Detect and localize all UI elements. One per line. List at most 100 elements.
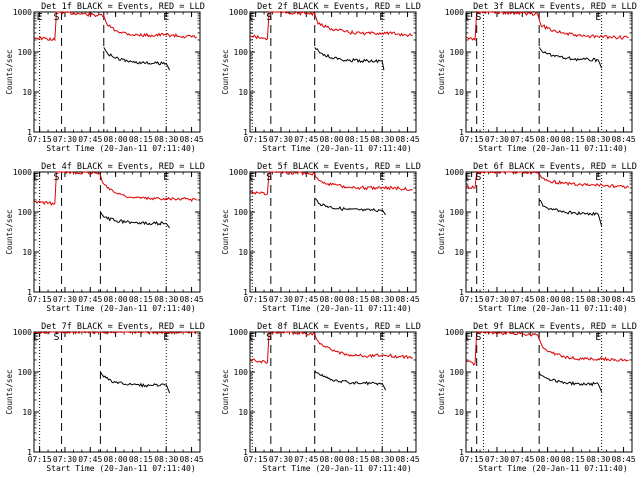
x-tick-label: 07:15 [28, 135, 52, 144]
x-tick-label: 07:15 [28, 455, 52, 464]
y-tick-label: 1000 [13, 328, 32, 337]
x-tick-label: 07:30 [485, 295, 509, 304]
panel-title: Det 1f BLACK = Events, RED = LLD [41, 2, 205, 12]
x-tick-label: 08:15 [561, 455, 585, 464]
x-axis-label: Start Time (20-Jan-11 07:11:40) [478, 304, 627, 313]
event-marker: E [163, 12, 169, 23]
event-marker: E [379, 12, 385, 23]
x-axis-label: Start Time (20-Jan-11 07:11:40) [46, 304, 195, 313]
events-series-line [314, 47, 385, 71]
plot-frame [465, 171, 633, 293]
x-tick-label: 08:45 [396, 295, 420, 304]
events-series-line [539, 199, 603, 227]
y-tick-label: 1 [459, 448, 464, 457]
x-tick-label: 08:15 [129, 295, 153, 304]
x-tick-label: 07:15 [460, 295, 484, 304]
event-marker: E [595, 332, 601, 343]
y-tick-label: 100 [18, 368, 33, 377]
y-axis-label: Counts/sec [221, 209, 230, 254]
x-tick-label: 08:00 [104, 295, 128, 304]
x-tick-label: 07:15 [244, 135, 268, 144]
plot-frame [465, 11, 633, 133]
x-tick-label: 08:00 [536, 455, 560, 464]
x-axis-label: Start Time (20-Jan-11 07:11:40) [262, 144, 411, 153]
panel-title: Det 7f BLACK = Events, RED = LLD [41, 322, 205, 332]
x-tick-label: 07:30 [269, 135, 293, 144]
event-marker: S [53, 12, 59, 23]
plot-frame [249, 11, 417, 133]
x-tick-label: 07:30 [485, 455, 509, 464]
event-marker: S [53, 332, 59, 343]
panel-title: Det 4f BLACK = Events, RED = LLD [41, 162, 205, 172]
y-tick-label: 10 [22, 248, 32, 257]
y-tick-label: 1 [243, 448, 248, 457]
event-marker: S [475, 12, 481, 23]
x-tick-label: 07:45 [294, 135, 318, 144]
lld-series-line [34, 11, 197, 42]
panel-title: Det 6f BLACK = Events, RED = LLD [473, 162, 637, 172]
y-tick-label: 1000 [445, 168, 464, 177]
plot-frame [465, 331, 633, 453]
x-tick-label: 08:00 [104, 135, 128, 144]
panel-title: Det 8f BLACK = Events, RED = LLD [257, 322, 421, 332]
event-marker: S [475, 172, 481, 183]
x-tick-label: 08:30 [154, 295, 178, 304]
x-axis-label: Start Time (20-Jan-11 07:11:40) [46, 144, 195, 153]
detector-panel-4: Det 4f BLACK = Events, RED = LLD 1 10 100 10… [5, 162, 205, 313]
events-series-line [99, 371, 171, 394]
x-tick-label: 08:30 [586, 455, 610, 464]
x-tick-label: 07:30 [53, 135, 77, 144]
y-axis-label: Counts/sec [437, 369, 446, 414]
y-tick-label: 1000 [13, 168, 32, 177]
panel-title: Det 2f BLACK = Events, RED = LLD [257, 2, 421, 12]
y-tick-label: 100 [450, 208, 465, 217]
lld-series-line [466, 10, 629, 42]
y-tick-label: 100 [234, 48, 249, 57]
x-tick-label: 07:15 [460, 135, 484, 144]
detector-panel-6: Det 6f BLACK = Events, RED = LLD 1 10 100 10… [437, 162, 637, 313]
x-tick-label: 08:15 [345, 295, 369, 304]
x-tick-label: 08:45 [612, 455, 636, 464]
lld-series-line [250, 330, 413, 364]
y-tick-label: 100 [234, 208, 249, 217]
lld-series-line [34, 171, 197, 206]
x-tick-label: 07:45 [510, 135, 534, 144]
x-tick-label: 08:15 [561, 295, 585, 304]
y-tick-label: 10 [454, 248, 464, 257]
x-tick-label: 08:45 [180, 455, 204, 464]
event-marker: E [465, 172, 471, 183]
x-tick-label: 08:00 [320, 455, 344, 464]
x-tick-label: 08:15 [129, 455, 153, 464]
x-tick-label: 08:15 [561, 135, 585, 144]
event-marker: S [266, 12, 272, 23]
y-tick-label: 10 [454, 408, 464, 417]
y-tick-label: 100 [234, 368, 249, 377]
events-series-line [314, 197, 387, 216]
x-tick-label: 07:15 [244, 295, 268, 304]
y-tick-label: 100 [450, 48, 465, 57]
x-tick-label: 08:00 [536, 135, 560, 144]
y-tick-label: 1 [243, 288, 248, 297]
plot-frame [33, 171, 201, 293]
lld-series-line [34, 331, 197, 335]
event-marker: S [266, 172, 272, 183]
x-tick-label: 08:30 [370, 455, 394, 464]
event-marker: E [379, 172, 385, 183]
event-marker: E [163, 172, 169, 183]
x-tick-label: 07:30 [269, 455, 293, 464]
y-tick-label: 1000 [13, 8, 32, 17]
y-tick-label: 10 [238, 408, 248, 417]
events-series-line [99, 211, 171, 229]
x-tick-label: 08:15 [129, 135, 153, 144]
lld-series-line [250, 11, 413, 41]
y-axis-label: Counts/sec [221, 49, 230, 94]
y-tick-label: 100 [18, 48, 33, 57]
x-axis-label: Start Time (20-Jan-11 07:11:40) [478, 464, 627, 473]
detector-panel-8: Det 8f BLACK = Events, RED = LLD 1 10 100 10… [221, 322, 421, 473]
lld-series-line [466, 171, 629, 190]
plot-frame [249, 331, 417, 453]
event-marker: S [53, 172, 59, 183]
x-tick-label: 08:15 [345, 135, 369, 144]
x-tick-label: 07:45 [78, 295, 102, 304]
x-tick-label: 08:45 [612, 135, 636, 144]
